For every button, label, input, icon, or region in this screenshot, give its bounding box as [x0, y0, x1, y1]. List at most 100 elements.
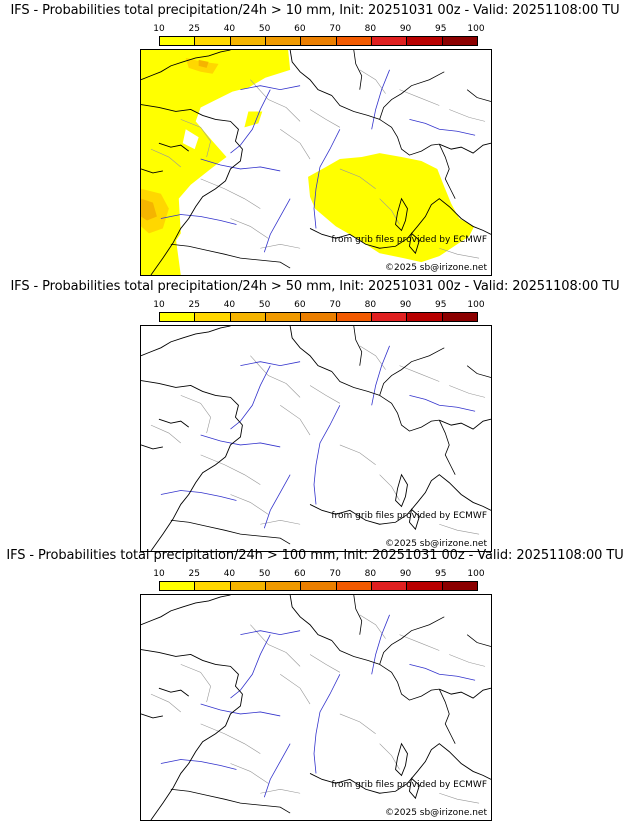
colorbar-segment [371, 582, 408, 590]
colorbar-tick-label: 10 [153, 300, 165, 310]
admin-border [439, 792, 480, 804]
copyright-text: ©2025 sb@irizone.net [385, 263, 487, 273]
country-border [170, 243, 291, 269]
colorbar-tick-label: 40 [223, 24, 236, 34]
admin-border [379, 198, 400, 225]
admin-border [439, 523, 480, 535]
coastline [309, 474, 491, 525]
country-border [379, 347, 445, 396]
colorbar-segment [336, 582, 372, 590]
map-panel-10mm: IFS - Probabilities total precipitation/… [0, 0, 630, 276]
country-border [331, 640, 440, 701]
coastline [289, 50, 333, 97]
geography-lines [141, 326, 491, 551]
coastline [158, 142, 189, 152]
colorbar-tick-label: 60 [294, 569, 306, 579]
river [200, 158, 281, 172]
colorbar-tick-label: 100 [467, 569, 485, 579]
country-border [466, 365, 491, 378]
coastline [141, 104, 243, 275]
colorbar-tick-label: 25 [188, 569, 200, 579]
precip-shading [141, 50, 475, 275]
admin-border [439, 247, 480, 259]
country-border [438, 419, 456, 475]
colorbar-segment [230, 313, 266, 321]
colorbar-tick-label: 95 [435, 24, 447, 34]
admin-border [280, 405, 311, 436]
river [371, 69, 390, 130]
colorbar-tick-label: 10 [153, 24, 165, 34]
river [200, 703, 281, 717]
coastline [395, 473, 408, 508]
colorbar-tick-label: 25 [188, 24, 200, 34]
colorbar-tick-label: 80 [364, 569, 377, 579]
colorbar-tick-label: 100 [467, 24, 485, 34]
colorbar-tick-label: 40 [223, 569, 236, 579]
country-border [331, 371, 440, 432]
copyright-text: ©2025 sb@irizone.net [385, 808, 487, 818]
river [313, 129, 341, 229]
colorbar-segment [195, 582, 231, 590]
river [230, 365, 271, 430]
colorbar-tick-labels: 10 25 40 50 60 70 80 90 95 100 [153, 300, 484, 311]
colorbar-tick-label: 50 [258, 300, 271, 310]
admin-border [150, 148, 181, 168]
river [160, 490, 237, 501]
coastline [309, 198, 491, 249]
colorbar-segment [301, 313, 337, 321]
country-border [331, 95, 440, 156]
country-border [170, 788, 291, 814]
map-panel-50mm: IFS - Probabilities total precipitation/… [0, 276, 630, 552]
colorbar [159, 581, 478, 591]
admin-border [379, 743, 400, 770]
colorbar-segment [230, 582, 266, 590]
coastline [141, 326, 231, 357]
panel-title: IFS - Probabilities total precipitation/… [6, 548, 624, 563]
river [263, 198, 291, 253]
admin-border [250, 79, 301, 122]
colorbar-segment [160, 582, 196, 590]
country-border [379, 616, 445, 665]
river [200, 434, 281, 448]
admin-border [280, 674, 311, 705]
coastline [158, 687, 189, 697]
panel-title: IFS - Probabilities total precipitation/… [10, 279, 620, 294]
colorbar-tick-label: 80 [364, 24, 377, 34]
country-border [353, 595, 363, 635]
colorbar-segment [265, 313, 302, 321]
coastline [141, 380, 243, 551]
admin-border [449, 385, 486, 398]
coastline [408, 232, 420, 255]
precip-probability-map: from grib files provided by ECMWF ©2025 … [140, 49, 492, 276]
admin-border [260, 788, 301, 794]
river [409, 394, 476, 412]
coastline [309, 743, 491, 794]
admin-border [449, 654, 486, 667]
admin-border [200, 454, 261, 485]
country-border [353, 326, 363, 366]
admin-border [379, 474, 400, 501]
admin-border [150, 424, 181, 444]
country-border [170, 519, 291, 545]
country-border [353, 50, 363, 90]
colorbar-segment [230, 37, 266, 45]
river [240, 85, 301, 91]
coastline [141, 595, 231, 626]
colorbar-tick-label: 90 [399, 24, 412, 34]
panel-title: IFS - Probabilities total precipitation/… [10, 3, 620, 18]
admin-border [230, 218, 269, 239]
colorbar-segment [336, 37, 372, 45]
admin-border [230, 763, 269, 784]
source-credit: from grib files provided by ECMWF [331, 235, 487, 245]
colorbar-tick-label: 100 [467, 300, 485, 310]
colorbar-tick-label: 10 [153, 569, 165, 579]
river [160, 759, 237, 770]
admin-border [399, 89, 440, 106]
admin-border [250, 624, 301, 667]
source-credit: from grib files provided by ECMWF [331, 780, 487, 790]
coastline [408, 508, 420, 531]
colorbar-tick-label: 70 [329, 300, 341, 310]
admin-border [280, 129, 311, 160]
geography-lines [141, 595, 491, 820]
river [313, 405, 341, 505]
